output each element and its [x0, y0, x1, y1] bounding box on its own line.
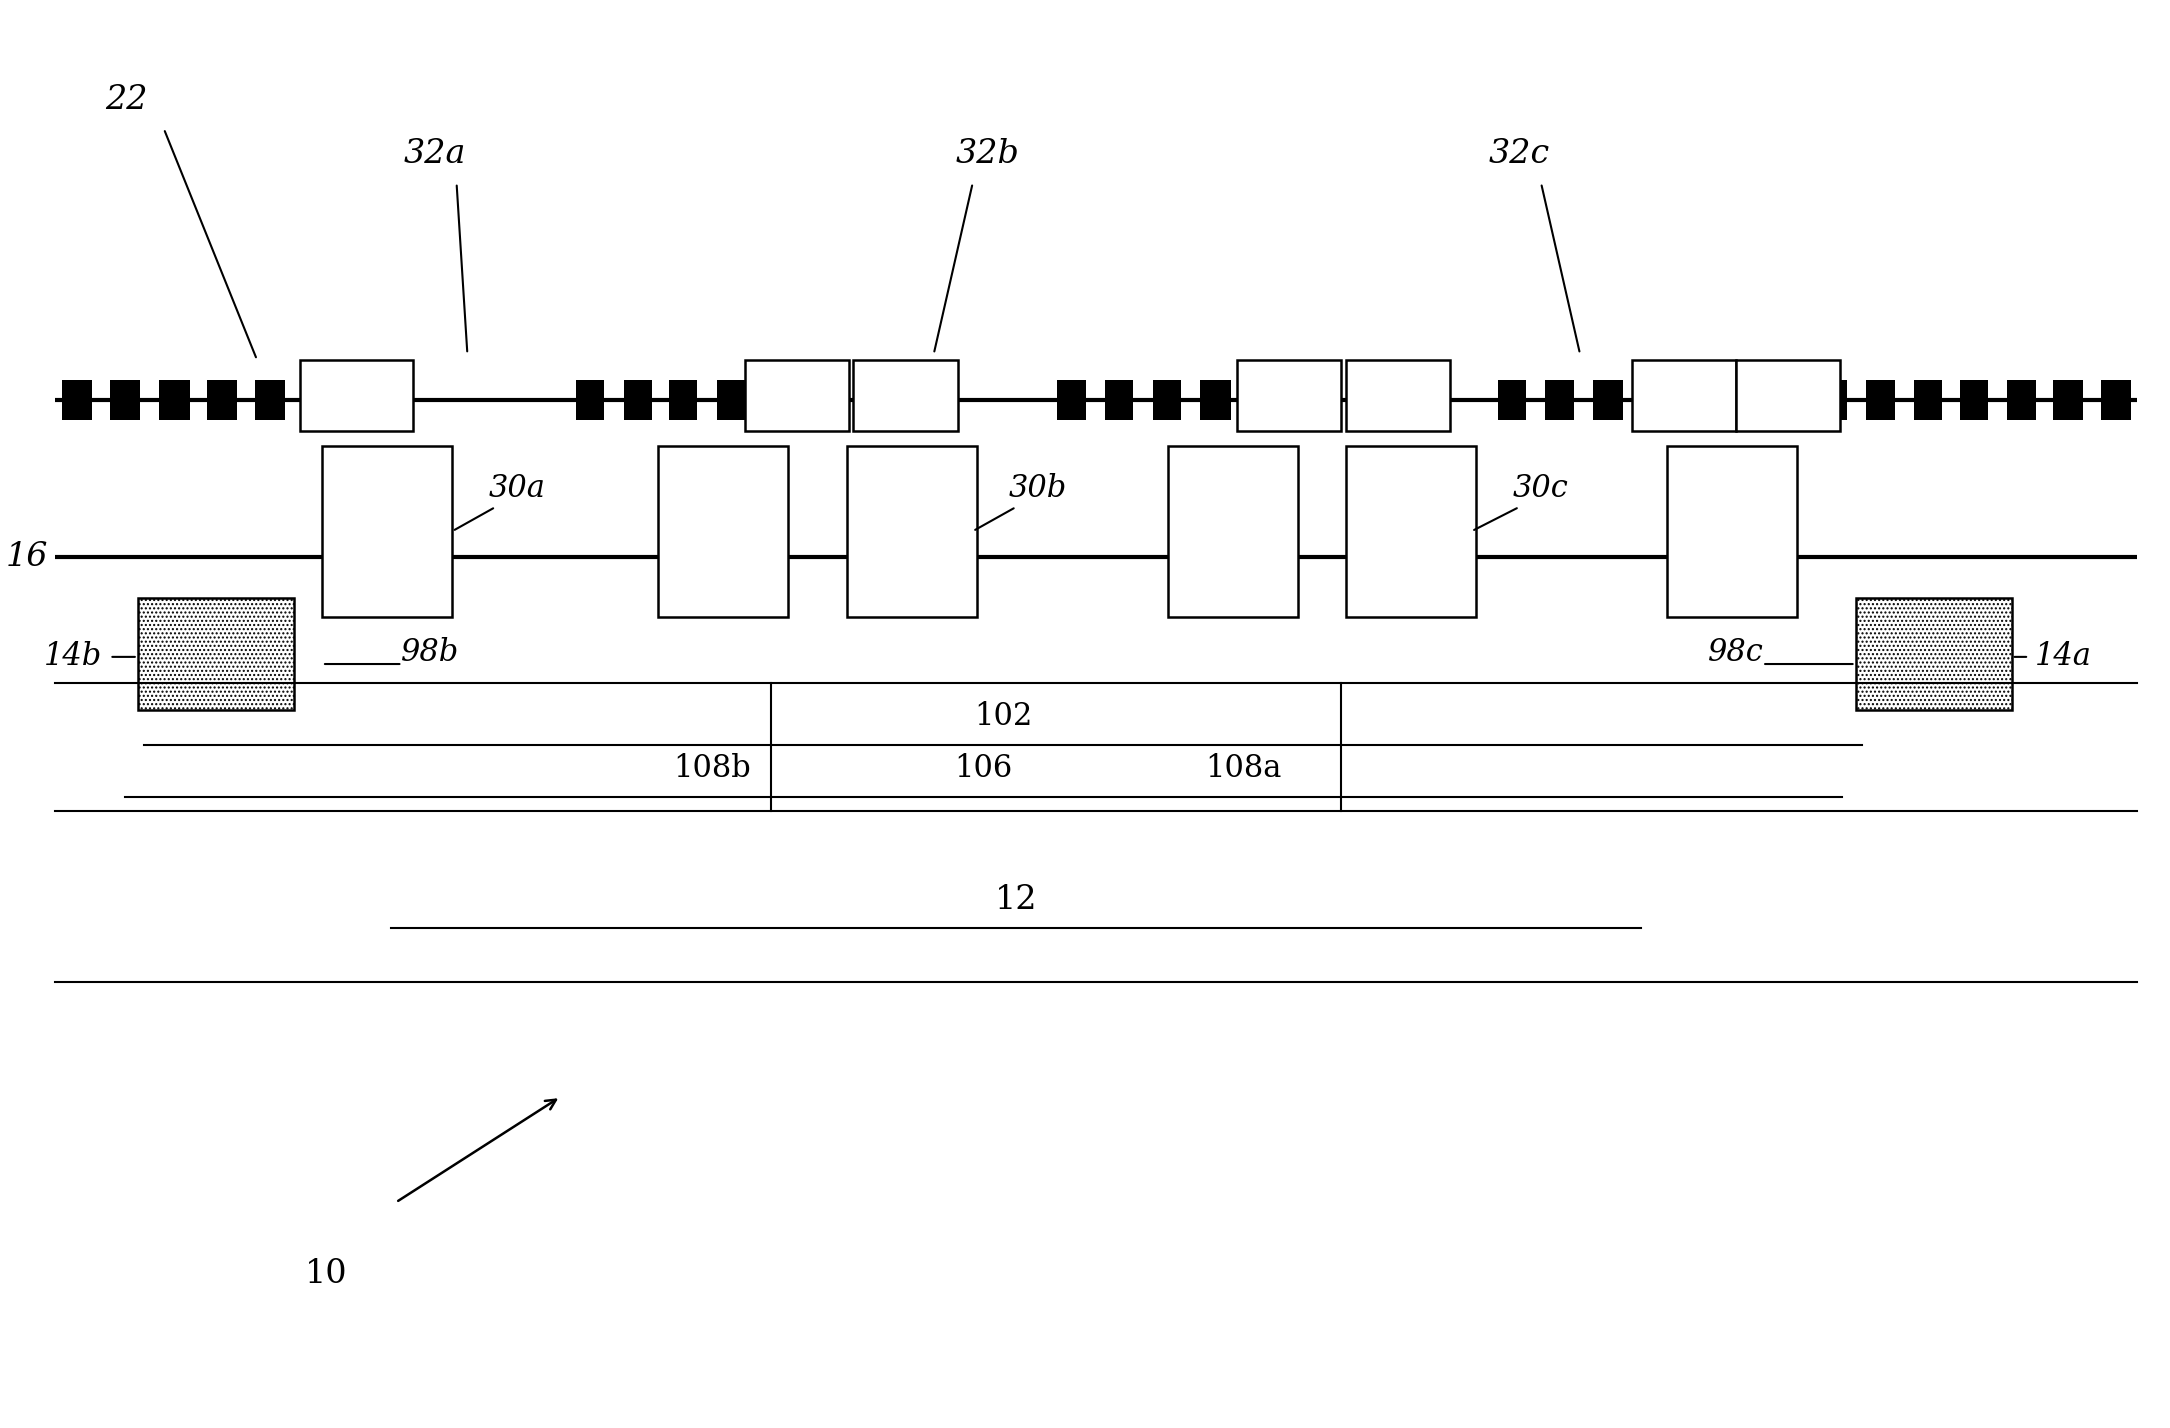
Text: 98b: 98b: [401, 637, 460, 668]
Bar: [321, 446, 451, 617]
Bar: [1667, 446, 1797, 617]
Text: 108b: 108b: [673, 753, 751, 784]
Bar: [137, 598, 293, 710]
Bar: [853, 360, 957, 431]
Bar: [668, 380, 697, 420]
Text: 32c: 32c: [1489, 139, 1549, 170]
Bar: [299, 360, 412, 431]
Bar: [1545, 380, 1573, 420]
Bar: [1960, 380, 1988, 420]
Text: 30a: 30a: [488, 473, 545, 504]
Bar: [1200, 380, 1230, 420]
Text: 30c: 30c: [1512, 473, 1569, 504]
Bar: [2053, 380, 2083, 420]
Bar: [1736, 360, 1840, 431]
Bar: [61, 380, 91, 420]
Bar: [575, 380, 603, 420]
Bar: [206, 380, 237, 420]
Bar: [2101, 380, 2131, 420]
Text: 10: 10: [306, 1258, 347, 1289]
Bar: [1057, 380, 1085, 420]
Text: 30b: 30b: [1009, 473, 1068, 504]
Bar: [1497, 380, 1526, 420]
Bar: [623, 380, 651, 420]
Bar: [1152, 380, 1180, 420]
Bar: [744, 360, 848, 431]
Bar: [1632, 360, 1736, 431]
Bar: [158, 380, 189, 420]
Bar: [1345, 360, 1450, 431]
Bar: [108, 380, 139, 420]
Bar: [1866, 380, 1894, 420]
Text: 14a: 14a: [2035, 641, 2092, 673]
Text: 12: 12: [994, 884, 1037, 915]
Bar: [1593, 380, 1623, 420]
Text: 106: 106: [955, 753, 1013, 784]
Text: 32b: 32b: [957, 139, 1020, 170]
Text: 102: 102: [974, 701, 1033, 733]
Bar: [2007, 380, 2035, 420]
Bar: [1237, 360, 1341, 431]
Text: 14b: 14b: [43, 641, 102, 673]
Bar: [1855, 598, 2012, 710]
Text: 32a: 32a: [404, 139, 467, 170]
Bar: [846, 446, 976, 617]
Bar: [1105, 380, 1133, 420]
Bar: [1167, 446, 1298, 617]
Bar: [658, 446, 788, 617]
Bar: [716, 380, 749, 420]
Bar: [1818, 380, 1847, 420]
Bar: [254, 380, 284, 420]
Bar: [1914, 380, 1942, 420]
Text: 16: 16: [7, 541, 48, 573]
Text: 22: 22: [106, 84, 148, 116]
Bar: [1345, 446, 1476, 617]
Text: 108a: 108a: [1207, 753, 1282, 784]
Text: 98c: 98c: [1708, 637, 1764, 668]
